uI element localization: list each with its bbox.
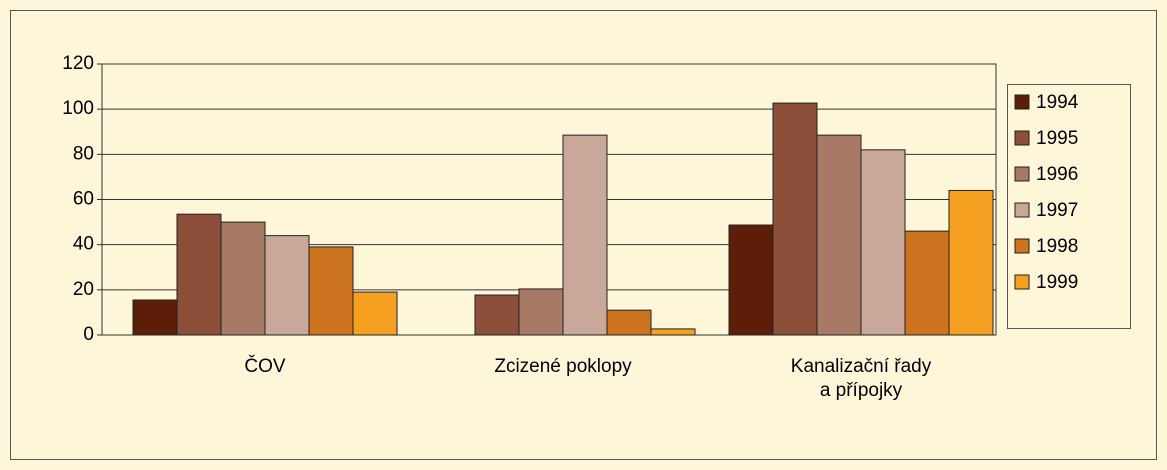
legend-label: 1994 <box>1036 92 1079 113</box>
legend-label: 1996 <box>1036 164 1078 185</box>
x-tick-label: ČOV <box>244 356 286 377</box>
y-tick-label: 120 <box>62 53 94 74</box>
y-tick-label: 20 <box>73 279 94 300</box>
bar <box>562 134 608 336</box>
bar <box>264 235 310 336</box>
legend-label: 1997 <box>1036 200 1078 221</box>
bar <box>132 299 178 336</box>
legend-label: 1995 <box>1036 128 1078 149</box>
y-tick-label: 60 <box>73 189 94 210</box>
bar <box>728 224 774 336</box>
bar <box>904 230 950 336</box>
bar <box>176 213 222 336</box>
bar <box>606 309 652 336</box>
legend-swatch <box>1014 274 1030 290</box>
bar <box>816 134 862 336</box>
legend-swatch <box>1014 238 1030 254</box>
bar <box>518 288 564 336</box>
x-tick-label: Zcizené poklopy <box>494 356 632 377</box>
bar <box>220 221 266 336</box>
bar <box>860 149 906 336</box>
bar <box>948 189 994 336</box>
legend-swatch <box>1014 166 1030 182</box>
legend-swatch <box>1014 202 1030 218</box>
y-tick-label: 80 <box>73 143 94 164</box>
bar <box>308 246 354 336</box>
bar <box>772 102 818 336</box>
legend-swatch <box>1014 94 1030 110</box>
y-tick-label: 0 <box>83 324 94 345</box>
bar <box>650 328 696 336</box>
bar <box>474 294 520 336</box>
y-tick-label: 100 <box>62 98 94 119</box>
y-tick-label: 40 <box>73 234 94 255</box>
legend-label: 1999 <box>1036 272 1078 293</box>
x-tick-label: Kanalizační řady a přípojky <box>790 356 932 401</box>
legend-label: 1998 <box>1036 236 1078 257</box>
bar <box>352 291 398 336</box>
legend-swatch <box>1014 130 1030 146</box>
